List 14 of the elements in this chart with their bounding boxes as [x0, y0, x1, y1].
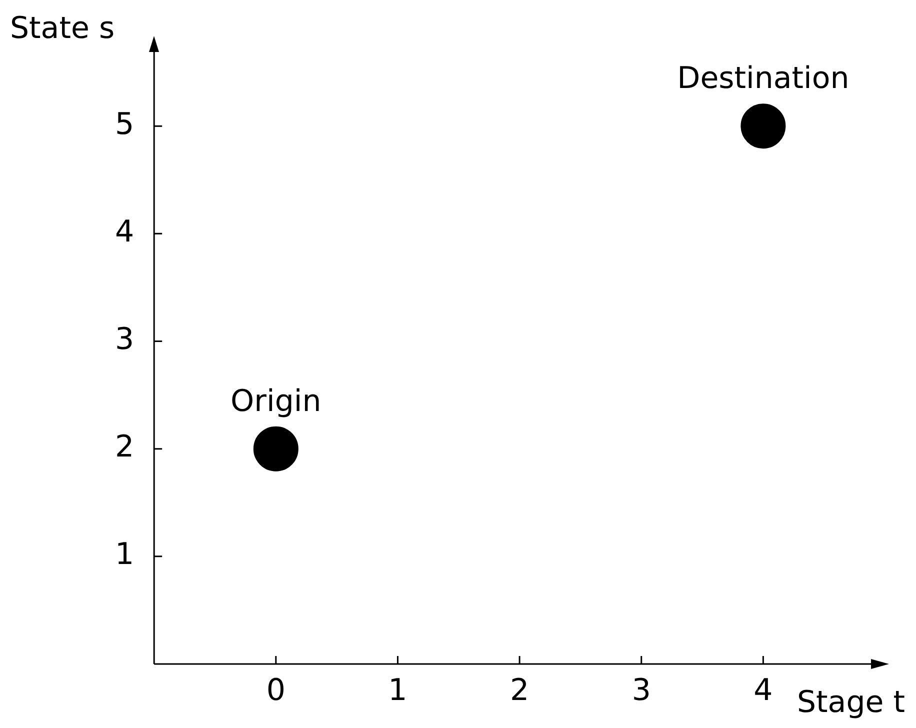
y-tick-label: 3: [114, 322, 134, 358]
x-axis-title: Stage t: [797, 685, 906, 720]
x-tick-label: 3: [632, 672, 651, 708]
y-tick-label: 4: [114, 214, 134, 250]
y-tick-label: 2: [114, 430, 134, 465]
annotation: Destination: [677, 61, 850, 96]
x-tick-label: 2: [510, 672, 530, 708]
y-axis-title: State s: [10, 11, 115, 46]
y-tick-label: 1: [114, 537, 134, 572]
x-tick-label: 1: [388, 672, 408, 708]
x-tick-label: 0: [266, 672, 286, 708]
y-tick-label: 5: [114, 106, 134, 142]
annotation: Origin: [230, 384, 322, 419]
x-tick-label: 4: [754, 672, 773, 708]
